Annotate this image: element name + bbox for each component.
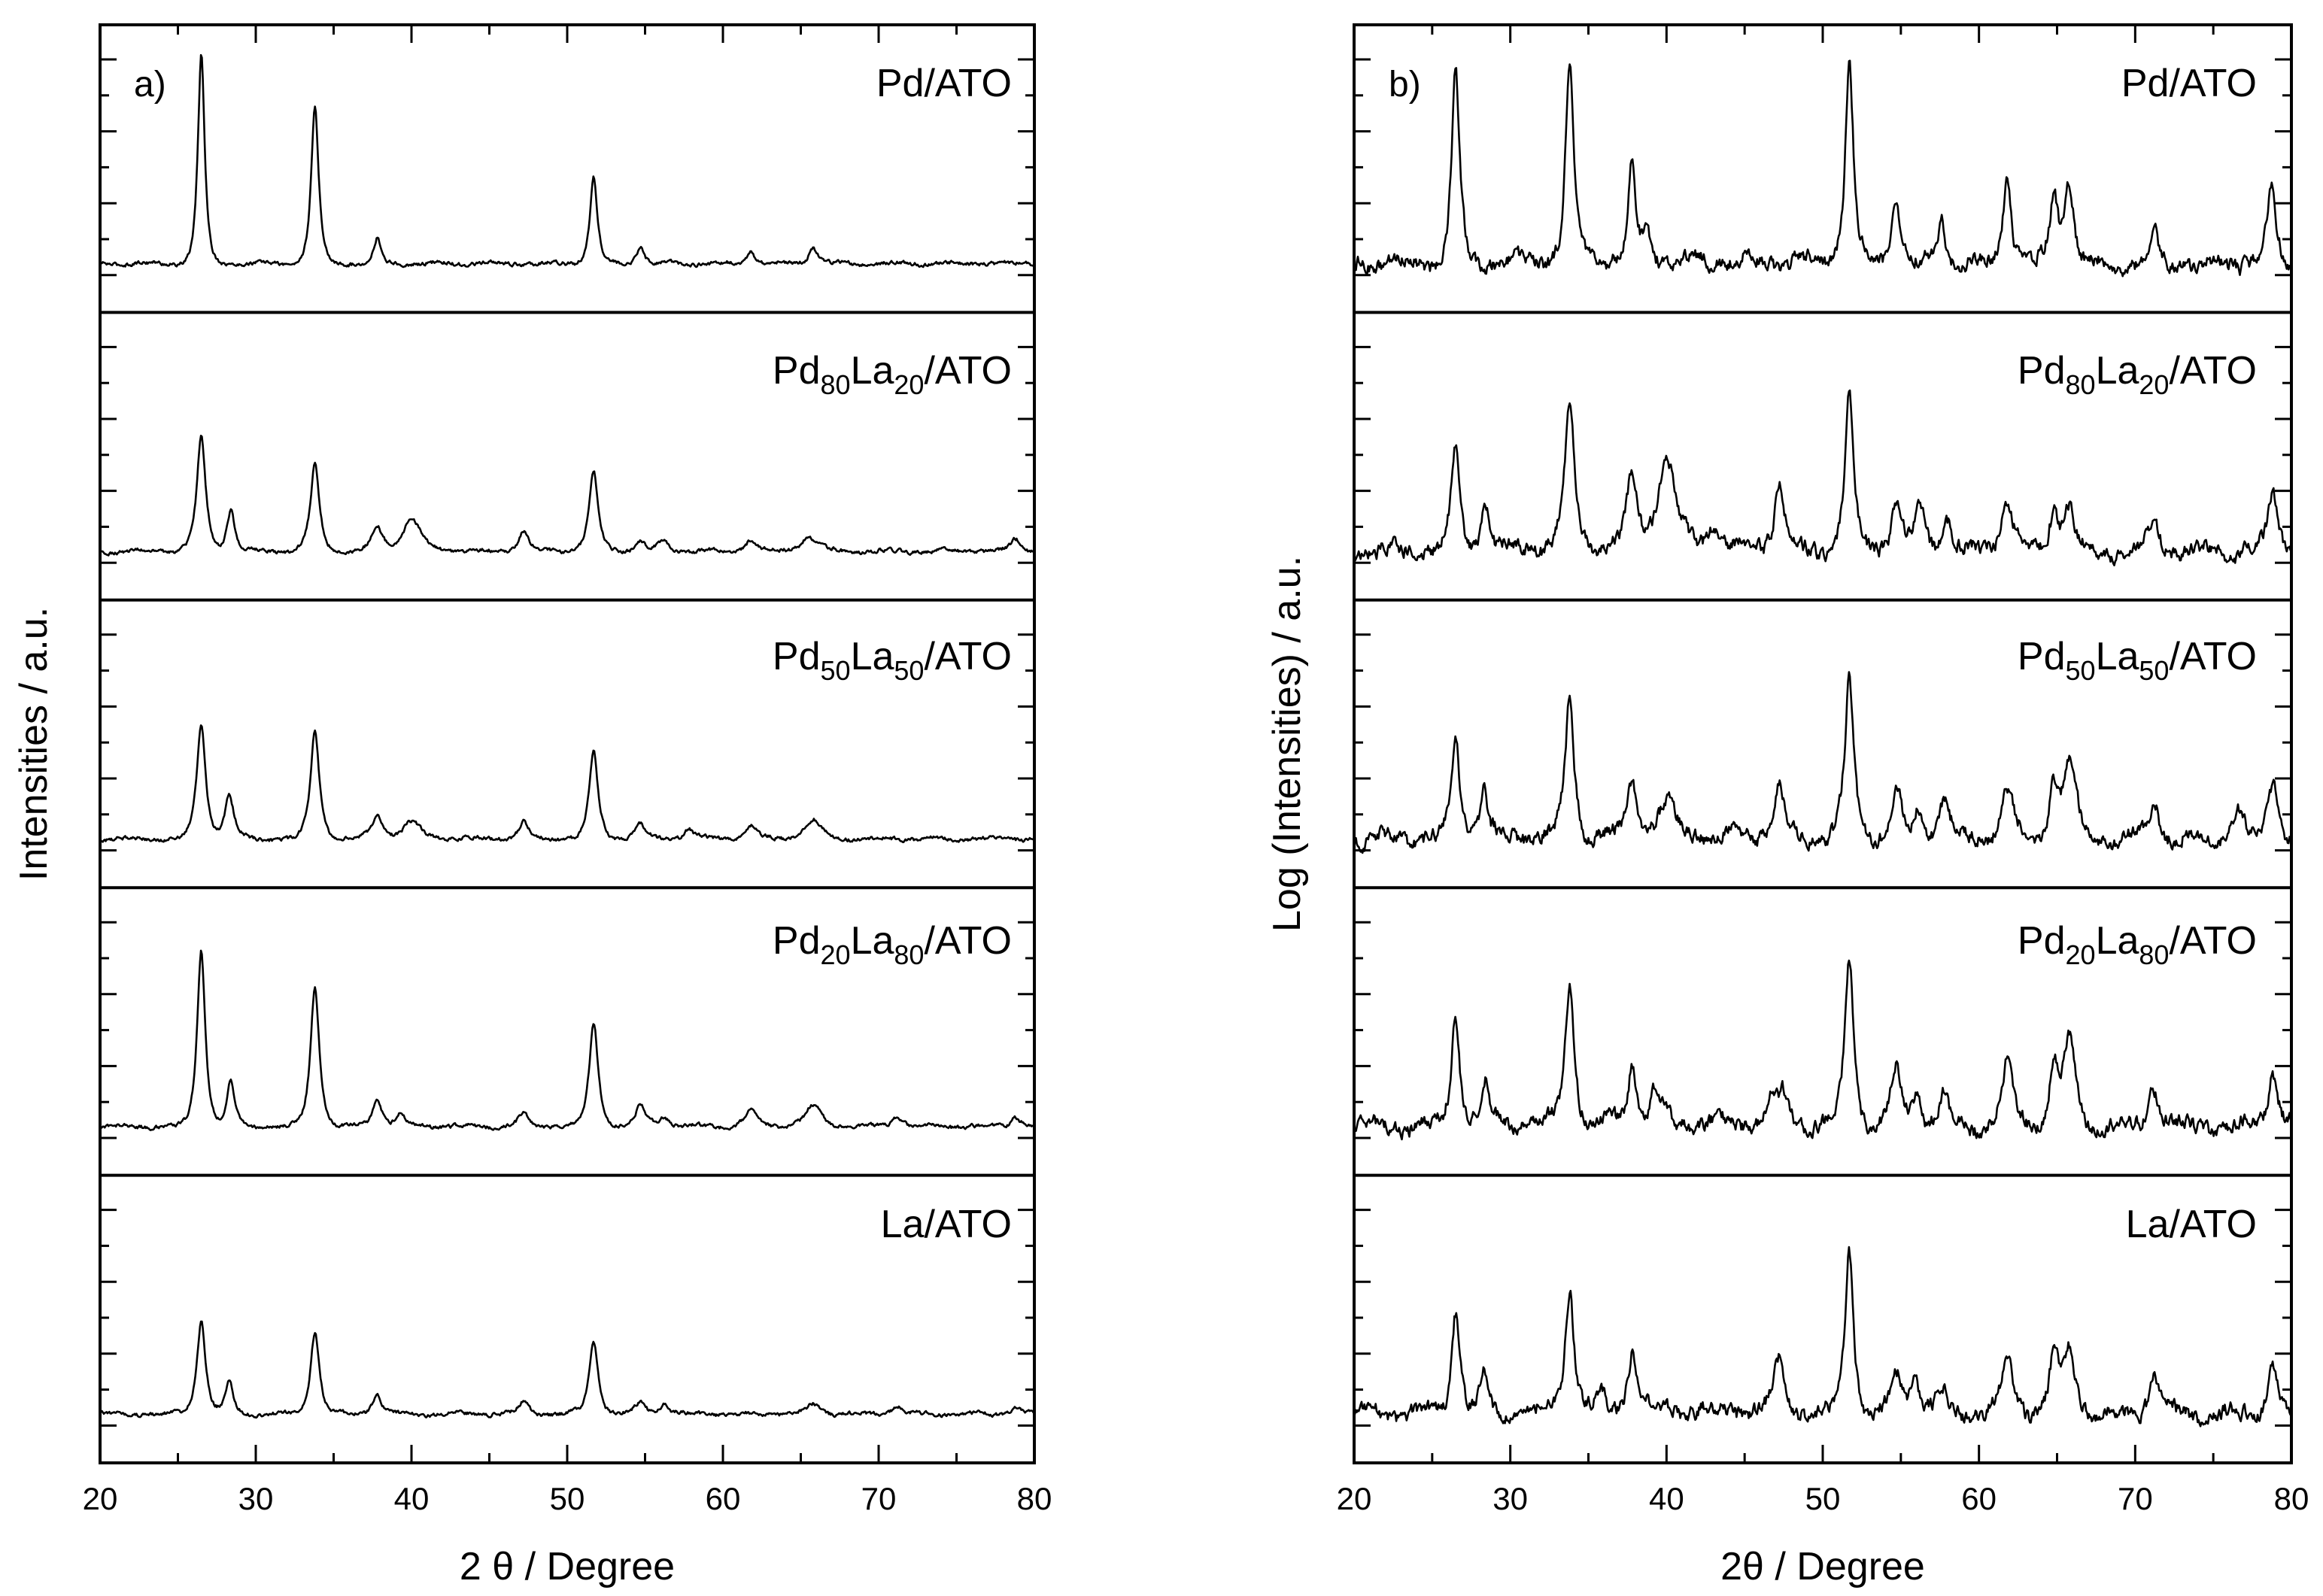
panel-a-y-axis-title: Intensities / a.u. [12, 607, 56, 881]
x-tick-label: 70 [2118, 1481, 2153, 1516]
panel-a-sample-label-pd50la50: Pd50La50/ATO [773, 635, 1012, 686]
label-support: /ATO [924, 919, 1012, 963]
label-element-pd: Pd [2018, 349, 2066, 393]
panel-b-sample-label-la: La/ATO [2126, 1203, 2257, 1246]
label-subscript-pd: 80 [2066, 369, 2096, 400]
label-subscript-pd: 20 [2066, 939, 2096, 970]
sample-label-text: Pd/ATO [876, 62, 1012, 105]
panel-a-linear-xrd: 20 30 40 50 60 70 80 a) Pd/ATO Pd80La20/ATO Pd… [12, 23, 1052, 1588]
x-tick-label: 20 [1337, 1481, 1372, 1516]
panel-b-sample-label-pd50la50: Pd50La50/ATO [2018, 635, 2257, 686]
panel-a-traces [99, 53, 1034, 1419]
panel-a-sample-label-pd: Pd/ATO [876, 62, 1012, 105]
x-tick-label: 60 [1961, 1481, 1997, 1516]
label-subscript-pd: 20 [821, 939, 851, 970]
panel-b-traces [1353, 59, 2292, 1428]
x-tick-label: 60 [706, 1481, 741, 1516]
panel-b-log-xrd: 20 30 40 50 60 70 80 b) Pd/ATO Pd80La20/ATO Pd… [1265, 23, 2309, 1588]
x-tick-label: 40 [1649, 1481, 1684, 1516]
label-support: /ATO [924, 349, 1012, 393]
label-subscript-pd: 50 [821, 655, 851, 686]
panel-b-sample-label-pd80la20: Pd80La20/ATO [2018, 349, 2257, 400]
label-element-la: La [2096, 919, 2139, 963]
label-support: /ATO [2169, 919, 2257, 963]
x-tick-label: 80 [1017, 1481, 1052, 1516]
panel-b-sample-label-pd: Pd/ATO [2121, 62, 2257, 105]
panel-a-x-ticks: 20 30 40 50 60 70 80 [83, 25, 1052, 1516]
label-element-pd: Pd [773, 349, 821, 393]
label-subscript-la: 20 [2139, 369, 2169, 400]
x-tick-label: 50 [550, 1481, 585, 1516]
label-element-la: La [2096, 635, 2139, 678]
xrd-trace-pd20la80-ato [99, 949, 1034, 1131]
label-support: /ATO [2169, 635, 2257, 678]
label-subscript-la: 50 [894, 655, 924, 686]
panel-a-sample-label-la: La/ATO [881, 1203, 1012, 1246]
panel-b-y-axis-title: Log (Intensities) / a.u. [1265, 556, 1309, 932]
label-subscript-pd: 80 [821, 369, 851, 400]
panel-b-y-ticks [1354, 58, 2291, 1427]
x-tick-label: 80 [2274, 1481, 2309, 1516]
label-element-la: La [851, 635, 894, 678]
xrd-trace-pd50la50-ato [99, 724, 1034, 844]
label-element-pd: Pd [2018, 919, 2066, 963]
panel-a-sample-label-pd20la80: Pd20La80/ATO [773, 919, 1012, 970]
label-subscript-la: 50 [2139, 655, 2169, 686]
panel-b-x-ticks: 20 30 40 50 60 70 80 [1337, 25, 2309, 1516]
xrd-trace-pd-ato [1353, 59, 2291, 278]
label-subscript-la: 20 [894, 369, 924, 400]
panel-b-dividers [1354, 311, 2291, 1177]
xrd-trace-pd50la50-ato [1353, 671, 2292, 854]
xrd-trace-pd80la20-ato [1353, 389, 2292, 567]
x-tick-label: 70 [861, 1481, 897, 1516]
panel-a-frame [99, 23, 1036, 1464]
label-element-la: La [851, 919, 894, 963]
panel-a-y-ticks [100, 58, 1034, 1427]
label-support: /ATO [2169, 349, 2257, 393]
xrd-trace-la-ato [99, 1320, 1034, 1419]
x-tick-label: 20 [83, 1481, 118, 1516]
label-subscript-pd: 50 [2066, 655, 2096, 686]
label-element-la: La [851, 349, 894, 393]
xrd-trace-la-ato [1353, 1246, 2292, 1428]
panel-a-dividers [100, 311, 1034, 1177]
sample-label-text: Pd/ATO [2121, 62, 2257, 105]
sample-label-text: La/ATO [881, 1203, 1012, 1246]
x-tick-label: 50 [1805, 1481, 1841, 1516]
label-element-la: La [2096, 349, 2139, 393]
label-support: /ATO [924, 635, 1012, 678]
label-element-pd: Pd [2018, 635, 2066, 678]
xrd-trace-pd80la20-ato [99, 434, 1034, 557]
xrd-trace-pd-ato [99, 53, 1034, 269]
panel-b-x-axis-title: 2θ / Degree [1720, 1545, 1925, 1588]
sample-label-text: La/ATO [2126, 1203, 2257, 1246]
panel-a-sample-label-pd80la20: Pd80La20/ATO [773, 349, 1012, 400]
panel-b-sample-label-pd20la80: Pd20La80/ATO [2018, 919, 2257, 970]
x-tick-label: 30 [1492, 1481, 1528, 1516]
panel-b-label: b) [1389, 65, 1421, 105]
label-element-pd: Pd [773, 635, 821, 678]
panel-a-x-axis-title: 2 θ / Degree [460, 1545, 675, 1588]
panel-a-label: a) [134, 65, 166, 105]
label-element-pd: Pd [773, 919, 821, 963]
x-tick-label: 30 [238, 1481, 274, 1516]
label-subscript-la: 80 [2139, 939, 2169, 970]
xrd-trace-pd20la80-ato [1353, 959, 2292, 1141]
x-tick-label: 40 [394, 1481, 430, 1516]
label-subscript-la: 80 [894, 939, 924, 970]
